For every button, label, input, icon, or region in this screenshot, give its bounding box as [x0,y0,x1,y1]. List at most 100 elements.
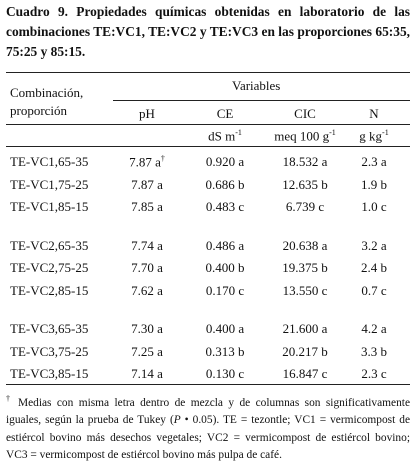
cell-value: 21.600 a [282,321,328,336]
cell: 7.14 a [97,366,197,382]
unit: g kg-1 [324,128,417,144]
column-header: CE [216,106,234,121]
footnote-text: • 0.05). TE = tezontle; VC1 = vermicompo… [6,414,410,462]
caption: Cuadro 9. Propiedades químicas obtenidas… [6,2,410,62]
cell: 2.4 b [324,260,417,276]
cell-value: 20.638 a [282,237,328,253]
top-rule [6,72,410,73]
unit-sup: -1 [382,128,389,137]
cell: 6.739 c [255,199,355,215]
cell: 0.686 b [175,177,275,193]
note-mark: † [160,154,165,163]
cell: 0.483 c [175,199,275,215]
row-label: TE-VC2,75-25 [10,260,89,275]
cell: 0.486 a [175,238,275,254]
unit-text: dS m [208,128,236,144]
cell: 0.170 c [175,283,275,299]
column-header: CIC [294,106,316,121]
cell: 13.550 c [255,283,355,299]
unit: meq 100 g-1 [255,128,355,144]
cell-value: 19.375 b [282,260,328,275]
cell-value: 0.130 c [205,366,245,381]
group-rule [113,100,410,101]
unit-text: g kg [359,128,383,144]
cell: 7.70 a [97,260,197,276]
cell: 0.920 a [175,154,275,170]
units-rule [6,146,410,147]
cell-value: 2.3 c [361,366,387,381]
cell-value: 4.2 a [361,321,387,336]
cell: 2.3 a [324,154,417,170]
cell-value: 7.14 a [131,366,163,381]
stub-header: Combinación, proporción [10,85,84,118]
cell-value: 3.3 b [361,343,387,359]
cell-value: 7.85 a [131,199,163,214]
cell-value: 0.400 b [205,260,245,275]
cell-value: 0.170 c [205,282,245,298]
footnote-italic: P [173,414,181,427]
cell-value: 18.532 a [282,154,328,169]
cell: 20.638 a [255,238,355,254]
cell-value: 7.74 a [131,237,163,253]
cell-value: 6.739 c [285,199,325,214]
cell-value: 7.87 a [131,176,163,192]
cell: 16.847 c [255,366,355,382]
cell: 0.313 b [175,344,275,360]
cell: 18.532 a [255,154,355,170]
row-label: TE-VC2,85-15 [10,282,89,298]
cell-value: 0.686 b [205,176,245,192]
cell: 7.85 a [97,199,197,215]
cell-value: 1.0 c [361,199,387,214]
unit-text: meq 100 g [274,128,330,144]
cell: 19.375 b [255,260,355,276]
cell: 7.74 a [97,238,197,254]
cell: 12.635 b [255,177,355,193]
row-label: TE-VC3,85-15 [10,366,89,381]
cell: 1.9 b [324,177,417,193]
cell-value: 12.635 b [282,176,328,192]
cell: 4.2 a [324,321,417,337]
cell: 7.87 a [97,177,197,193]
cell-value: 0.400 a [205,321,245,336]
bottom-rule [6,384,410,385]
caption-text: Propiedades químicas obtenidas en labora… [6,4,410,59]
column-header: pH [139,106,155,121]
row-label: TE-VC1,75-25 [10,176,89,192]
footnote: † Medias con misma letra dentro de mezcl… [6,390,410,465]
footnote-mark: † [6,394,13,403]
unit: dS m-1 [175,128,275,144]
cell: 2.3 c [324,366,417,382]
row-label: TE-VC2,65-35 [10,237,89,253]
group-header: Variables [232,78,281,93]
cell-value: 3.2 a [361,237,387,253]
cell: 0.400 a [175,321,275,337]
cell-value: 13.550 c [282,282,328,298]
cell: 0.130 c [175,366,275,382]
cell-value: 16.847 c [282,366,328,381]
cell: 3.3 b [324,344,417,360]
cell: 1.0 c [324,199,417,215]
cell: 7.25 a [97,344,197,360]
cell: 0.7 c [324,283,417,299]
row-label: TE-VC1,85-15 [10,199,89,214]
row-label: TE-VC3,75-25 [10,343,89,359]
cell-value: 2.3 a [361,154,387,169]
cell-value: 7.70 a [131,260,163,275]
cell-value: 2.4 b [361,260,387,275]
cell-value: 0.7 c [361,282,387,298]
header-rule [6,124,410,125]
cell-value: 7.62 a [131,282,163,298]
cell-value: 7.30 a [131,321,163,336]
cell: 0.400 b [175,260,275,276]
cell-value: 0.313 b [205,343,245,359]
row-label: TE-VC3,65-35 [10,321,89,336]
footnote-text: Medias con misma letra dentro de mezcla … [6,396,410,427]
caption-label: Cuadro 9. [6,4,68,19]
cell: 7.87 a† [97,154,197,170]
cell-value: 7.87 a [129,154,161,170]
cell: 7.30 a [97,321,197,337]
column-header: N [369,106,379,121]
cell: 20.217 b [255,344,355,360]
cell: 3.2 a [324,238,417,254]
